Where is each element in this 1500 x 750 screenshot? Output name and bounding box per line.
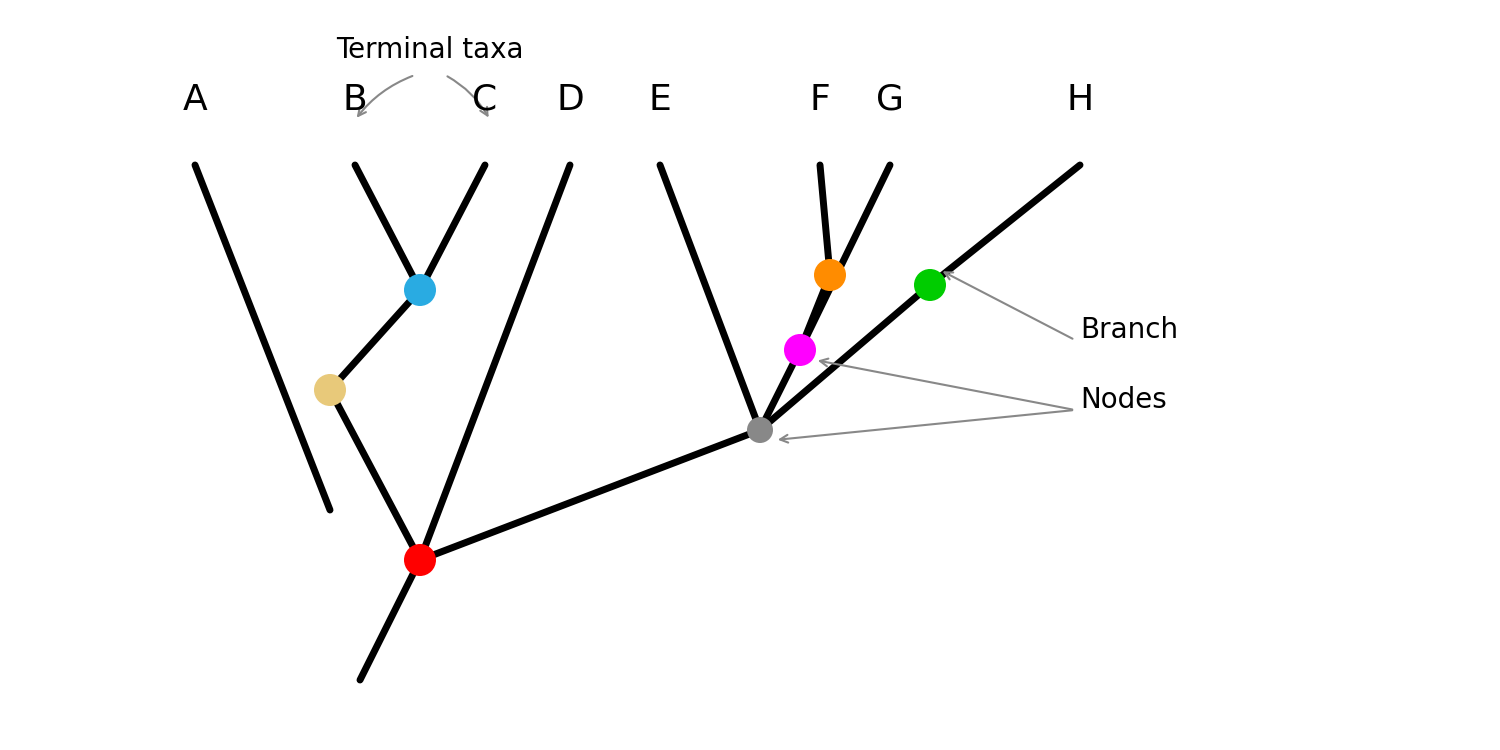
Circle shape [784,334,816,366]
Circle shape [314,374,346,406]
Text: B: B [342,83,368,117]
Text: Nodes: Nodes [1080,386,1167,414]
Text: C: C [472,83,498,117]
Text: Terminal taxa: Terminal taxa [336,36,524,64]
Circle shape [815,259,846,291]
Text: D: D [556,83,584,117]
Text: F: F [810,83,831,117]
Circle shape [914,269,946,301]
Text: G: G [876,83,904,117]
Text: H: H [1066,83,1094,117]
Circle shape [747,417,772,443]
Text: Branch: Branch [1080,316,1178,344]
Circle shape [404,274,436,306]
Text: E: E [648,83,672,117]
Circle shape [404,544,436,576]
Text: A: A [183,83,207,117]
